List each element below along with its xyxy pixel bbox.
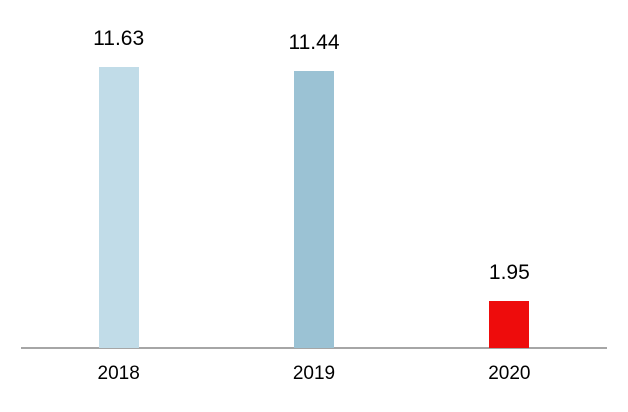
bar-2019 <box>294 71 334 348</box>
x-axis-tick-label-2018: 2018 <box>97 363 140 384</box>
bar-value-label-2019: 11.44 <box>288 31 340 54</box>
x-axis-line <box>21 347 607 349</box>
x-axis-tick-label-2019: 2019 <box>292 363 336 384</box>
bar-2020 <box>489 301 530 348</box>
bar-value-label-2018: 11.63 <box>93 27 145 50</box>
bar-value-label-2020: 1.95 <box>488 261 530 284</box>
bar-2018 <box>98 67 139 348</box>
x-axis-tick-label-2020: 2020 <box>488 363 531 384</box>
